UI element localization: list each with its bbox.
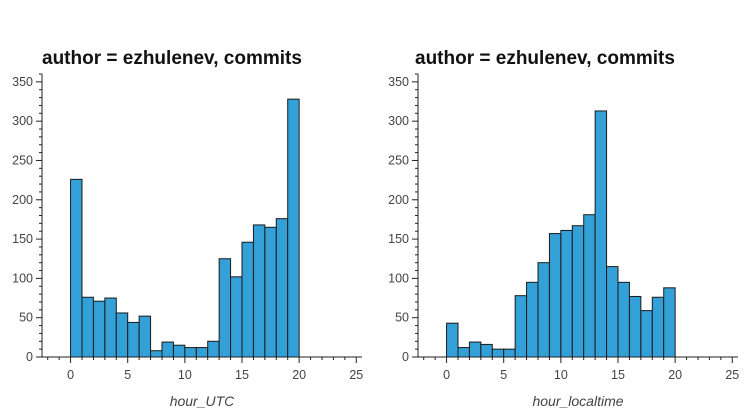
x-tick-label: 25 — [349, 368, 363, 382]
y-tick-label: 200 — [12, 193, 33, 207]
y-tick-label: 0 — [26, 350, 33, 364]
y-tick-label: 250 — [12, 153, 33, 167]
x-axis-label: hour_UTC — [170, 393, 235, 409]
bar-6 — [514, 295, 528, 358]
x-tick-label: 10 — [554, 368, 568, 382]
bar-7 — [526, 281, 539, 358]
bar-16 — [628, 295, 642, 358]
bar-7 — [150, 350, 163, 358]
x-tick-label: 10 — [178, 368, 192, 382]
y-tick-label: 50 — [395, 311, 409, 325]
x-tick-label: 15 — [611, 368, 625, 382]
y-tick-label: 0 — [402, 350, 409, 364]
bar-1 — [81, 296, 94, 358]
bar-18 — [651, 296, 665, 358]
bar-5 — [503, 348, 516, 358]
bar-17 — [264, 226, 277, 358]
bar-9 — [172, 344, 186, 358]
bar-5 — [127, 321, 140, 358]
bar-15 — [617, 281, 630, 358]
bar-1 — [457, 347, 470, 358]
bar-12 — [583, 214, 596, 358]
chart-panel-utc: author = ezhulenev, commits0501001502002… — [12, 48, 363, 409]
bar-0 — [70, 178, 83, 358]
y-tick-label: 50 — [19, 311, 33, 325]
y-tick-label: 100 — [12, 271, 33, 285]
bar-0 — [446, 322, 459, 358]
y-tick-label: 350 — [388, 75, 409, 89]
bar-13 — [594, 110, 608, 358]
bar-13 — [218, 258, 232, 358]
chart-title: author = ezhulenev, commits — [415, 48, 675, 69]
y-tick-label: 250 — [388, 153, 409, 167]
x-axis-label: hour_localtime — [532, 393, 623, 409]
bar-11 — [571, 225, 585, 358]
x-tick-label: 5 — [500, 368, 507, 382]
bar-17 — [640, 310, 653, 358]
bar-9 — [548, 233, 562, 358]
chart-title: author = ezhulenev, commits — [42, 48, 302, 69]
bar-3 — [104, 297, 117, 358]
y-tick-label: 350 — [12, 75, 33, 89]
bar-19 — [287, 98, 300, 358]
bar-2 — [468, 341, 482, 358]
y-tick-label: 150 — [388, 232, 409, 246]
bar-8 — [161, 341, 174, 358]
x-tick-label: 20 — [668, 368, 682, 382]
bar-10 — [560, 229, 573, 358]
bar-2 — [92, 300, 106, 358]
bar-11 — [195, 347, 209, 358]
y-tick-label: 100 — [388, 271, 409, 285]
x-tick-label: 25 — [725, 368, 739, 382]
y-tick-label: 300 — [12, 114, 33, 128]
bar-4 — [115, 312, 129, 358]
bar-10 — [184, 347, 197, 358]
x-tick-label: 15 — [235, 368, 249, 382]
bar-6 — [138, 315, 152, 358]
bar-12 — [207, 340, 220, 358]
bar-16 — [252, 224, 266, 358]
bar-14 — [230, 276, 243, 358]
x-tick-label: 0 — [67, 368, 74, 382]
bar-4 — [491, 348, 505, 358]
y-tick-label: 150 — [12, 232, 33, 246]
bar-19 — [663, 287, 676, 358]
bar-3 — [480, 343, 493, 358]
y-tick-label: 200 — [388, 193, 409, 207]
x-tick-label: 0 — [443, 368, 450, 382]
bar-14 — [606, 266, 619, 358]
y-tick-label: 300 — [388, 114, 409, 128]
bar-8 — [537, 262, 550, 358]
x-tick-label: 5 — [124, 368, 131, 382]
bar-15 — [241, 241, 254, 358]
bar-18 — [275, 218, 289, 358]
chart-panel-localtime: author = ezhulenev, commits0501001502002… — [388, 48, 739, 409]
x-tick-label: 20 — [292, 368, 306, 382]
